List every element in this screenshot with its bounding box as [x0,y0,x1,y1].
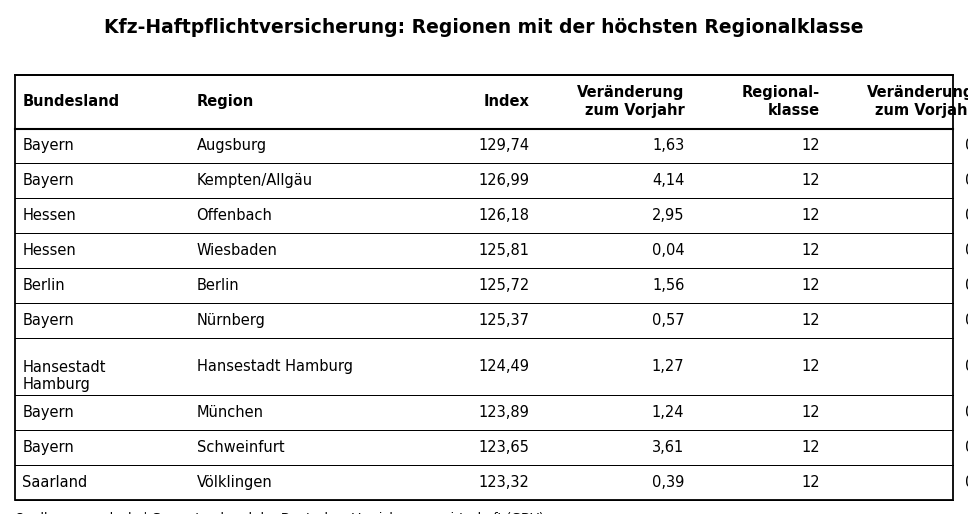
Text: 2,95: 2,95 [651,208,684,224]
Text: 0: 0 [965,138,968,154]
Text: 123,32: 123,32 [478,474,529,490]
Text: Berlin: Berlin [197,278,239,293]
Text: 125,72: 125,72 [478,278,529,293]
Text: 129,74: 129,74 [478,138,529,154]
Text: Bayern: Bayern [22,138,74,154]
Text: 1,56: 1,56 [652,278,684,293]
Text: 0: 0 [965,173,968,189]
Text: Kfz-Haftpflichtversicherung: Regionen mit der höchsten Regionalklasse: Kfz-Haftpflichtversicherung: Regionen mi… [105,18,863,37]
Text: 1,27: 1,27 [651,359,684,374]
Text: Augsburg: Augsburg [197,138,266,154]
Text: 12: 12 [802,208,820,224]
Text: 12: 12 [802,359,820,374]
Text: Nürnberg: Nürnberg [197,313,265,328]
Text: Berlin: Berlin [22,278,65,293]
Text: 0,39: 0,39 [652,474,684,490]
Text: 3,61: 3,61 [652,439,684,455]
Bar [15,75,953,500]
Text: Völklingen: Völklingen [197,474,272,490]
Text: 0: 0 [965,359,968,374]
Text: Offenbach: Offenbach [197,208,272,224]
Text: 12: 12 [802,439,820,455]
Text: Bundesland: Bundesland [22,94,119,109]
Text: Hessen: Hessen [22,208,76,224]
Text: München: München [197,405,263,420]
Text: Bayern: Bayern [22,405,74,420]
Text: 12: 12 [802,405,820,420]
Text: 0: 0 [965,243,968,259]
Text: Kempten/Allgäu: Kempten/Allgäu [197,173,313,189]
Text: Veränderung
zum Vorjahr: Veränderung zum Vorjahr [867,85,968,118]
Text: Bayern: Bayern [22,173,74,189]
Text: Quelle: www.gdv.de | Gesamtverband der Deutschen Versicherungswirtschaft (GDV): Quelle: www.gdv.de | Gesamtverband der D… [15,512,543,514]
Text: 12: 12 [802,173,820,189]
Text: 1,63: 1,63 [652,138,684,154]
Text: 4,14: 4,14 [652,173,684,189]
Text: 126,99: 126,99 [478,173,529,189]
Text: Hansestadt Hamburg: Hansestadt Hamburg [197,359,352,374]
Text: 0,57: 0,57 [651,313,684,328]
Text: Schweinfurt: Schweinfurt [197,439,285,455]
Text: 12: 12 [802,474,820,490]
Text: Saarland: Saarland [22,474,87,490]
Text: 126,18: 126,18 [478,208,529,224]
Text: Region: Region [197,94,254,109]
Text: 0: 0 [965,439,968,455]
Text: Regional-
klasse: Regional- klasse [741,85,820,118]
Text: 12: 12 [802,313,820,328]
Text: 125,81: 125,81 [478,243,529,259]
Text: 125,37: 125,37 [478,313,529,328]
Text: Hessen: Hessen [22,243,76,259]
Text: 123,65: 123,65 [478,439,529,455]
Text: Veränderung
zum Vorjahr: Veränderung zum Vorjahr [577,85,684,118]
Text: 0: 0 [965,474,968,490]
Text: 0: 0 [965,313,968,328]
Text: Bayern: Bayern [22,313,74,328]
Text: Wiesbaden: Wiesbaden [197,243,278,259]
Text: 0: 0 [965,405,968,420]
Text: 12: 12 [802,138,820,154]
Text: 0: 0 [965,208,968,224]
Text: 0,04: 0,04 [651,243,684,259]
Text: 124,49: 124,49 [478,359,529,374]
Text: Hansestadt
Hamburg: Hansestadt Hamburg [22,360,106,392]
Text: 12: 12 [802,278,820,293]
Text: 0: 0 [965,278,968,293]
Text: Index: Index [484,94,529,109]
Text: 123,89: 123,89 [478,405,529,420]
Text: Bayern: Bayern [22,439,74,455]
Text: 12: 12 [802,243,820,259]
Text: 1,24: 1,24 [651,405,684,420]
